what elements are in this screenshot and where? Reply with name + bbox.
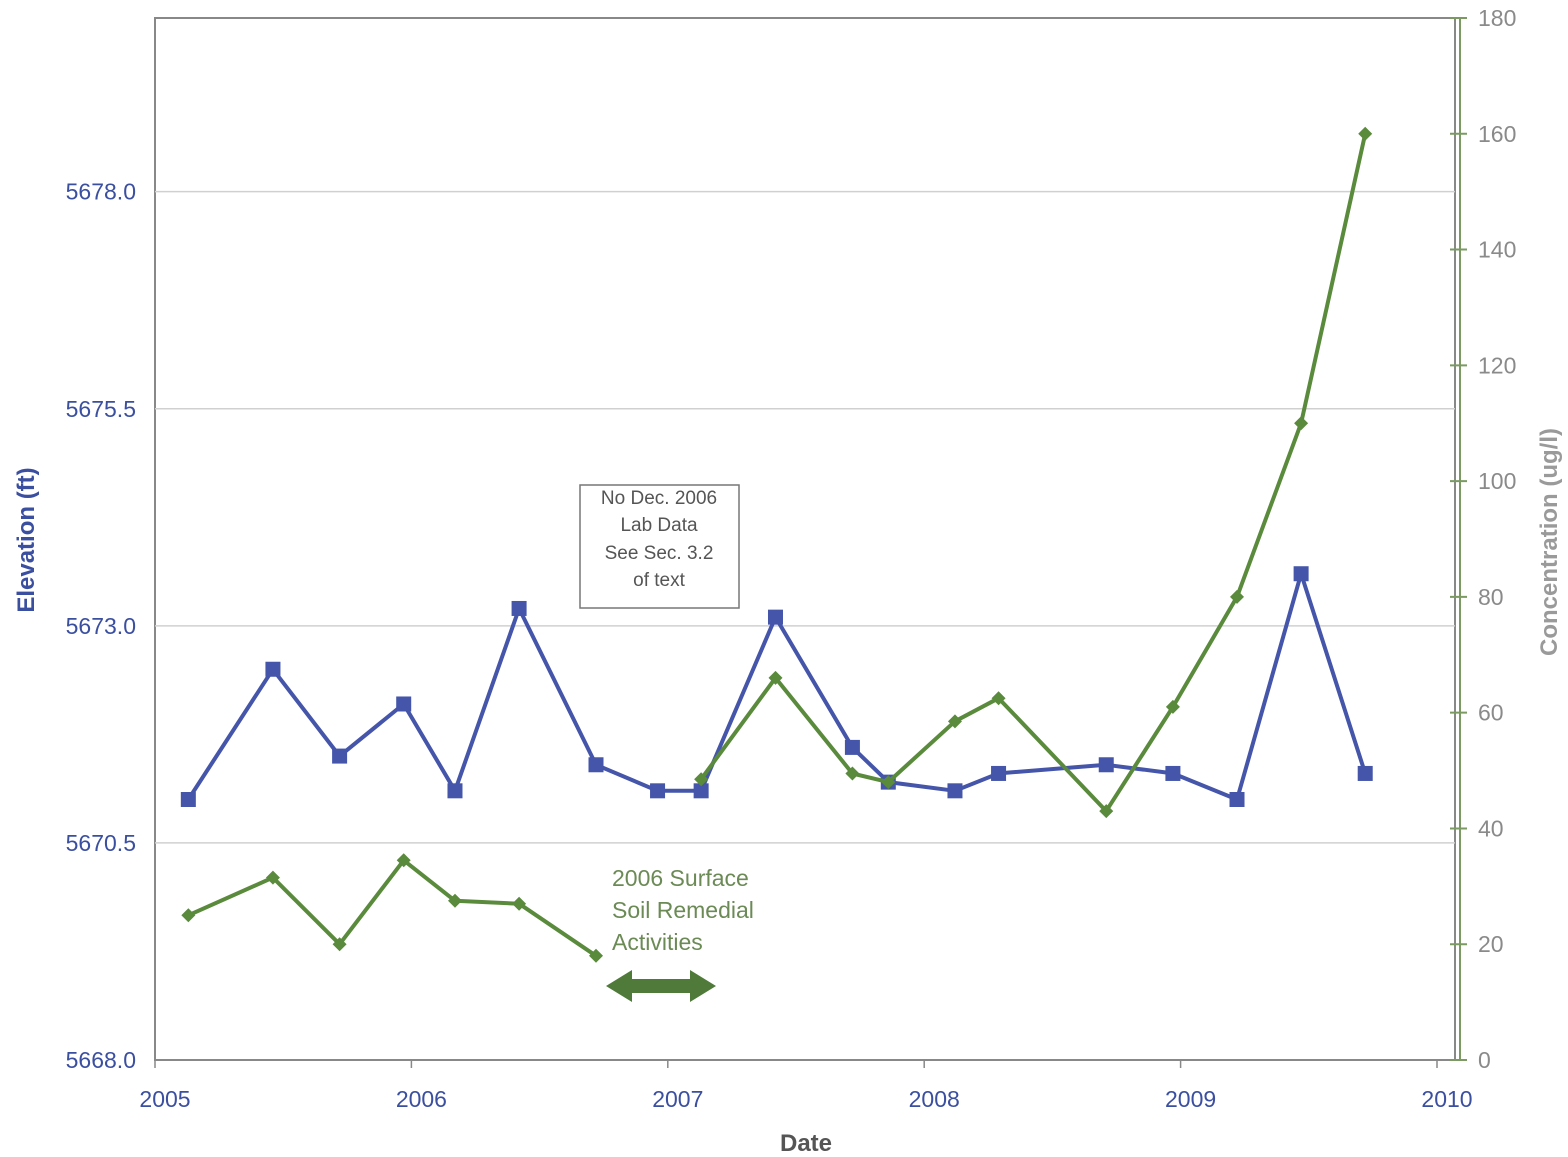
data-point <box>768 670 783 685</box>
data-point <box>332 748 348 764</box>
data-point <box>1230 589 1245 604</box>
data-point <box>180 792 196 807</box>
series-layer <box>180 126 1373 963</box>
data-point <box>588 757 604 773</box>
series-0 <box>180 566 1373 807</box>
data-point <box>881 775 896 790</box>
data-point <box>447 783 463 799</box>
data-point <box>511 600 527 616</box>
data-point <box>650 783 666 799</box>
x-tick-label: 2007 <box>652 1086 703 1112</box>
y-right-tick-label: 160 <box>1478 121 1516 147</box>
y-left-tick-label: 5668.0 <box>66 1047 136 1073</box>
data-point <box>181 908 196 923</box>
note-line-4: of text <box>633 570 685 591</box>
x-tick-label: 2008 <box>909 1086 960 1112</box>
y-right-tick-label: 40 <box>1478 815 1504 841</box>
data-point <box>693 783 709 799</box>
data-point <box>265 661 281 677</box>
double-arrow-icon <box>606 970 716 1002</box>
y-right-tick-label: 0 <box>1478 1047 1491 1073</box>
data-point <box>396 696 412 712</box>
y-right-tick-label: 60 <box>1478 700 1504 726</box>
x-tick-label: 2010 <box>1421 1086 1472 1112</box>
y-right-tick-label: 120 <box>1478 352 1516 378</box>
data-point <box>396 853 411 868</box>
y-right-axis-label: Concentration (ug/l) <box>1536 428 1563 656</box>
data-point <box>332 937 347 952</box>
remedial-line-3: Activities <box>612 929 703 955</box>
y-left-axis-label: Elevation (ft) <box>13 467 40 612</box>
data-point <box>845 766 860 781</box>
y-left-tick-label: 5678.0 <box>66 179 136 205</box>
data-point <box>767 609 783 625</box>
y-right-tick-label: 100 <box>1478 468 1516 494</box>
y-left-ticks: 5668.0 5670.5 5673.0 5675.5 5678.0 <box>66 179 136 1073</box>
data-point <box>1165 765 1181 781</box>
data-point <box>1099 804 1114 819</box>
data-point <box>1357 765 1373 781</box>
data-point <box>694 772 709 787</box>
note-box: No Dec. 2006 Lab Data See Sec. 3.2 of te… <box>579 484 740 609</box>
y-right-tick-label: 20 <box>1478 931 1504 957</box>
data-point <box>447 893 462 908</box>
x-ticks: 2005 2006 2007 2008 2009 2010 <box>139 1060 1473 1112</box>
x-tick-label: 2006 <box>396 1086 447 1112</box>
data-point <box>265 870 280 885</box>
y-right-ticks: 0 20 40 60 80 100 120 140 160 180 <box>1450 5 1516 1073</box>
note-line-3: See Sec. 3.2 <box>605 543 714 564</box>
series-1 <box>181 126 1373 963</box>
y-right-tick-label: 180 <box>1478 5 1516 31</box>
note-line-2: Lab Data <box>620 515 698 536</box>
y-left-tick-label: 5673.0 <box>66 613 136 639</box>
note-line-1: No Dec. 2006 <box>601 488 717 509</box>
remedial-annotation: 2006 Surface Soil Remedial Activities <box>606 865 754 1002</box>
data-point <box>844 739 860 755</box>
remedial-line-2: Soil Remedial <box>612 897 754 923</box>
data-point <box>1294 416 1309 431</box>
data-point <box>512 896 527 911</box>
y-right-tick-label: 140 <box>1478 237 1516 263</box>
data-point <box>947 783 963 799</box>
data-point <box>1098 757 1114 773</box>
remedial-line-1: 2006 Surface <box>612 865 749 891</box>
x-axis-label: Date <box>780 1130 832 1157</box>
data-point <box>991 765 1007 781</box>
data-point <box>589 948 604 963</box>
x-tick-label: 2009 <box>1165 1086 1216 1112</box>
grid-lines <box>155 190 1455 844</box>
x-tick-label: 2005 <box>139 1086 190 1112</box>
data-point <box>991 691 1006 706</box>
data-point <box>947 714 962 729</box>
data-point <box>1165 699 1180 714</box>
y-right-tick-label: 80 <box>1478 584 1504 610</box>
y-left-tick-label: 5675.5 <box>66 396 136 422</box>
data-point <box>1358 126 1373 141</box>
data-point <box>1293 566 1309 582</box>
data-point <box>1229 792 1245 807</box>
y-left-tick-label: 5670.5 <box>66 830 136 856</box>
